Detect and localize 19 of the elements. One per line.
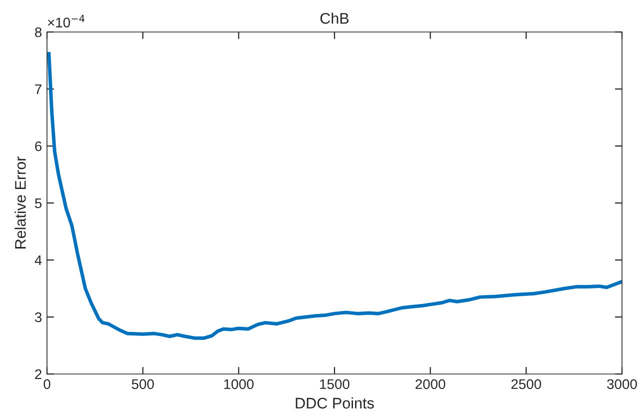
y-tick-label: 6 [35,141,42,152]
x-tick-label: 3000 [607,379,637,390]
chart-title: ChB [320,12,349,24]
x-tick-label: 2000 [416,379,446,390]
y-tick-label: 4 [34,255,42,266]
x-tick-label: 2500 [511,379,542,390]
x-tick-label: 1000 [224,379,254,390]
x-tick-label: 0 [44,379,50,390]
y-tick-label: 8 [35,27,42,38]
x-axis-title: DDC Points [296,397,374,409]
y-axis-title: Relative Error [14,156,26,248]
y-tick-label: 5 [34,198,42,208]
text: ×10$^{−4}$ [48,14,84,28]
y-tick-label: 7 [35,84,42,94]
x-tick-label: 1500 [320,379,350,390]
line-series [47,52,622,340]
y-tick-label: 2 [35,369,42,380]
x-tick-label: 500 [132,379,154,390]
y-tick-label: 3 [34,312,42,322]
